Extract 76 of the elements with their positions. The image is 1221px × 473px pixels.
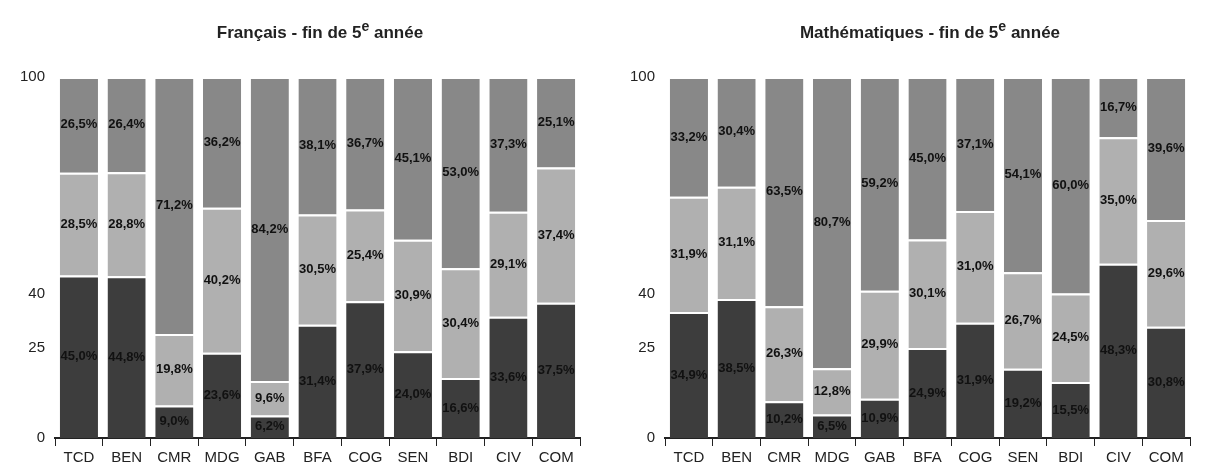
y-tick-label: 0 xyxy=(36,428,46,446)
data-label: 35,0% xyxy=(1099,192,1138,208)
data-label: 28,5% xyxy=(60,215,98,231)
y-tick-label: 100 xyxy=(20,67,46,85)
y-tick-label: 25 xyxy=(28,337,46,355)
data-label: 30,9% xyxy=(394,287,432,303)
data-label: 24,5% xyxy=(1052,329,1090,345)
x-tick-label: COG xyxy=(348,448,383,466)
x-tick-label: CMR xyxy=(767,448,802,466)
data-label: 30,4% xyxy=(718,123,756,139)
data-label: 53,0% xyxy=(442,164,480,180)
data-label: 63,5% xyxy=(765,183,804,199)
data-label: 60,0% xyxy=(1052,176,1090,192)
data-label: 37,3% xyxy=(489,135,528,151)
data-label: 26,3% xyxy=(765,345,804,361)
data-label: 29,1% xyxy=(489,255,528,271)
x-tick-label: SEN xyxy=(1007,448,1039,466)
data-label: 28,8% xyxy=(108,215,146,231)
x-tick-label: SEN xyxy=(397,448,429,466)
x-tick-label: BEN xyxy=(111,448,143,466)
data-label: 26,5% xyxy=(60,116,98,132)
data-label: 30,1% xyxy=(909,285,947,301)
data-label: 31,9% xyxy=(670,246,708,262)
x-tick-label: MDG xyxy=(204,448,240,466)
data-label: 37,1% xyxy=(956,135,995,151)
y-tick-label: 40 xyxy=(638,283,656,301)
data-label: 19,8% xyxy=(155,361,194,377)
data-label: 12,8% xyxy=(813,383,851,399)
data-label: 71,2% xyxy=(155,197,194,213)
data-label: 30,5% xyxy=(299,261,337,277)
data-label: 29,9% xyxy=(861,336,899,352)
y-tick-label: 40 xyxy=(28,283,46,301)
data-label: 31,1% xyxy=(718,234,756,250)
x-tick-label: MDG xyxy=(814,448,850,466)
chart-title: Mathématiques - fin de 5$^{e}$ année xyxy=(798,18,1062,43)
x-tick-label: TCD xyxy=(673,448,705,466)
x-tick-label: BFA xyxy=(913,448,942,466)
data-label: 80,7% xyxy=(813,214,851,230)
x-tick-label: BDI xyxy=(448,448,474,466)
x-tick-label: BFA xyxy=(303,448,332,466)
data-label: 25,1% xyxy=(537,113,575,129)
x-tick-label: COM xyxy=(538,448,574,466)
data-label: 45,1% xyxy=(394,149,432,165)
data-label: 54,1% xyxy=(1004,166,1042,182)
x-tick-label: COM xyxy=(1148,448,1184,466)
data-label: 36,7% xyxy=(346,134,385,150)
data-label: 59,2% xyxy=(861,175,899,191)
x-tick-label: BEN xyxy=(721,448,753,466)
data-label: 9,6% xyxy=(254,389,286,405)
data-label: 31,0% xyxy=(956,258,995,274)
y-tick-label: 0 xyxy=(646,428,656,446)
data-label: 40,2% xyxy=(203,271,241,287)
x-tick-label: COG xyxy=(958,448,993,466)
data-label: 38,1% xyxy=(299,137,337,153)
chart-title: Français - fin de 5$^{e}$ année xyxy=(215,18,425,43)
y-tick-label: 25 xyxy=(638,337,656,355)
data-label: 33,2% xyxy=(670,128,708,144)
data-label: 36,2% xyxy=(203,133,241,149)
y-tick-label: 100 xyxy=(630,67,656,85)
data-label: 29,6% xyxy=(1147,264,1185,280)
data-label: 37,4% xyxy=(537,226,575,242)
x-tick-label: CMR xyxy=(157,448,192,466)
x-tick-label: BDI xyxy=(1058,448,1084,466)
x-tick-label: CIV xyxy=(495,448,521,466)
data-label: 26,7% xyxy=(1004,312,1042,328)
x-tick-label: CIV xyxy=(1105,448,1131,466)
data-label: 84,2% xyxy=(251,220,289,236)
data-label: 45,0% xyxy=(909,149,947,165)
data-label: 16,7% xyxy=(1099,98,1138,114)
data-label: 39,6% xyxy=(1147,140,1185,156)
x-tick-label: GAB xyxy=(863,448,896,466)
x-tick-label: TCD xyxy=(63,448,95,466)
data-label: 30,4% xyxy=(442,314,480,330)
data-label: 26,4% xyxy=(108,116,146,132)
x-tick-label: GAB xyxy=(253,448,286,466)
data-label: 25,4% xyxy=(346,246,385,262)
